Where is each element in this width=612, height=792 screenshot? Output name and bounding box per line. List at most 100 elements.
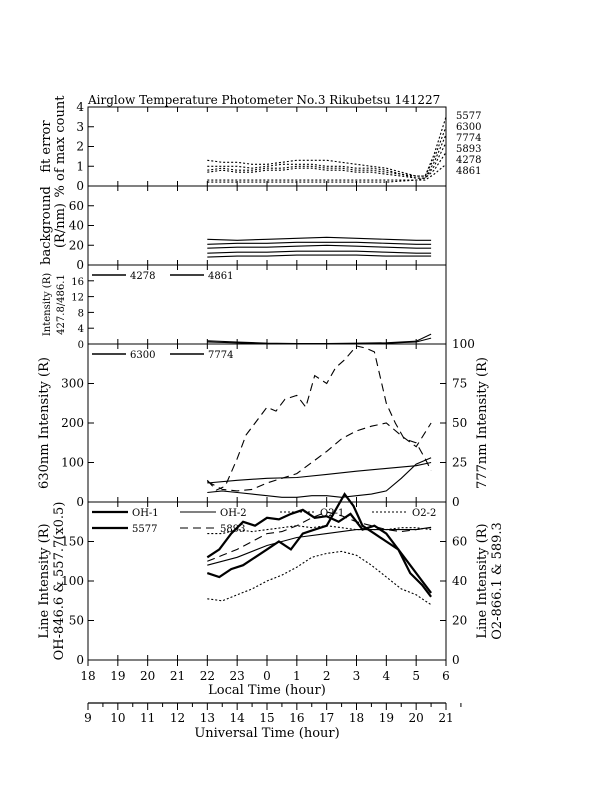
local-tick-label: 4 bbox=[383, 669, 391, 683]
line-intensity-ylabel-left: Line Intensity (R) bbox=[37, 523, 52, 638]
series-background-bg-1 bbox=[207, 236, 432, 241]
background-ytick-label: 0 bbox=[76, 258, 84, 272]
line-intensity-ytick-right-label: 0 bbox=[452, 653, 460, 667]
end-label-7774: 7774 bbox=[456, 133, 481, 144]
line-intensity-ylabel-left: OH-846.6 & 557.7(x0.5) bbox=[52, 502, 67, 661]
end-label-4278: 4278 bbox=[456, 155, 481, 166]
series-line-intensity-O2-1 bbox=[207, 525, 432, 535]
series-blue-lines-4278 bbox=[207, 333, 432, 345]
red-oxygen-ytick-label: 300 bbox=[61, 377, 84, 391]
blue-lines-legend: 4278 4861 bbox=[92, 271, 233, 282]
red-oxygen-ytick-right-label: 100 bbox=[452, 337, 475, 351]
ut-tick-label: 17 bbox=[319, 711, 334, 725]
ut-axis-label: Universal Time (hour) bbox=[194, 726, 339, 741]
ut-tick-label: 16 bbox=[289, 711, 304, 725]
fit-error-ytick-label: 1 bbox=[76, 159, 84, 173]
background-ytick-label: 20 bbox=[69, 238, 84, 252]
end-label-5577: 5577 bbox=[456, 111, 481, 122]
red-oxygen-ytick-right-label: 0 bbox=[452, 495, 460, 509]
ut-tick-label: 9 bbox=[84, 711, 92, 725]
red-oxygen-ytick-label: 200 bbox=[61, 416, 84, 430]
series-background-bg-5 bbox=[207, 254, 432, 258]
red-oxygen-ytick-right-label: 75 bbox=[452, 377, 467, 391]
background-ytick-label: 60 bbox=[69, 199, 84, 213]
line-intensity-ylabel-right: Line Intensity (R) bbox=[475, 523, 490, 638]
series-fit-error-5577 bbox=[207, 116, 447, 177]
local-tick-label: 6 bbox=[442, 669, 450, 683]
series-fit-error-5893 bbox=[207, 142, 447, 179]
series-red-oxygen-6300 bbox=[206, 345, 432, 491]
local-tick-label: 18 bbox=[80, 669, 95, 683]
line-intensity-ytick-label: 150 bbox=[61, 535, 84, 549]
local-tick-label: 1 bbox=[293, 669, 301, 683]
ut-tick-label: 18 bbox=[349, 711, 364, 725]
universal-time-axis: 9 10 11 12 13 14 15 16 17 18 19 20 21 Universal Time … bbox=[84, 702, 462, 741]
legend-label-5577: 5577 bbox=[132, 524, 157, 535]
blue-lines-ytick-label: 4 bbox=[78, 324, 84, 335]
ut-tick-label: 13 bbox=[200, 711, 215, 725]
ut-tick-label: 11 bbox=[140, 711, 155, 725]
red-oxygen-ytick-right-label: 25 bbox=[452, 456, 467, 470]
panel-fit-error: 0 1 2 3 4 fit error% of max count 557763007774… bbox=[39, 95, 481, 198]
local-tick-label: 20 bbox=[140, 669, 155, 683]
end-label-4861: 4861 bbox=[456, 166, 481, 177]
panel-red-oxygen: 0 100 200 300 0 25 50 75 100 630nm Intensity (R) 7… bbox=[37, 337, 490, 509]
local-tick-label: 3 bbox=[353, 669, 361, 683]
series-fit-error-7774 bbox=[207, 134, 447, 179]
fit-error-ytick-label: 0 bbox=[76, 179, 84, 193]
line-intensity-ytick-label: 0 bbox=[76, 653, 84, 667]
series-line-intensity-5577 bbox=[206, 492, 432, 594]
line-intensity-ylabel-right: O2-866.1 & 589.3 bbox=[490, 522, 505, 640]
legend-label-5893: 5893 bbox=[220, 524, 245, 535]
series-red-oxygen-777-smooth bbox=[207, 457, 432, 498]
local-tick-label: 21 bbox=[170, 669, 185, 683]
red-oxygen-ytick-label: 0 bbox=[76, 495, 84, 509]
line-intensity-ytick-right-label: 40 bbox=[452, 574, 467, 588]
line-intensity-ytick-label: 50 bbox=[69, 614, 84, 628]
local-tick-label: 0 bbox=[263, 669, 271, 683]
local-tick-label: 5 bbox=[412, 669, 420, 683]
blue-lines-ytick-label: 0 bbox=[78, 340, 84, 351]
series-background-bg-4 bbox=[207, 250, 432, 254]
background-ylabel: background bbox=[39, 186, 54, 265]
ut-tick-label: 21 bbox=[438, 711, 453, 725]
legend-label-O2-1: O2-1 bbox=[320, 508, 344, 519]
line-intensity-ytick-right-label: 60 bbox=[452, 535, 467, 549]
chart-title: Airglow Temperature Photometer No.3 Riku… bbox=[87, 93, 440, 107]
legend-label-4861: 4861 bbox=[208, 271, 233, 282]
fit-error-frame bbox=[87, 106, 447, 187]
legend-label-OH-2: OH-2 bbox=[220, 508, 247, 519]
line-intensity-ytick-label: 100 bbox=[61, 574, 84, 588]
fit-error-ytick-label: 3 bbox=[76, 120, 84, 134]
series-background-bg-3 bbox=[207, 244, 432, 249]
blue-lines-ytick-label: 12 bbox=[71, 293, 84, 304]
local-axis-label: Local Time (hour) bbox=[208, 683, 326, 698]
series-fit-error-4861 bbox=[207, 163, 447, 183]
line-intensity-legend: OH-1 OH-2 O2-1 O2-2 5577 5893 bbox=[92, 508, 436, 535]
series-line-intensity-O2-2 bbox=[207, 550, 432, 606]
local-tick-label: 23 bbox=[230, 669, 245, 683]
local-tick-label: 2 bbox=[323, 669, 331, 683]
ut-tick-label: 15 bbox=[259, 711, 274, 725]
red-oxygen-ytick-right-label: 50 bbox=[452, 416, 467, 430]
fit-error-ytick-label: 4 bbox=[76, 100, 84, 114]
blue-lines-ylabel: 427.8/486.1 bbox=[56, 274, 67, 335]
local-tick-label: 22 bbox=[200, 669, 215, 683]
blue-lines-ytick-label: 16 bbox=[71, 277, 84, 288]
legend-label-4278: 4278 bbox=[130, 271, 155, 282]
series-red-oxygen-630-smooth bbox=[207, 461, 432, 484]
series-line-intensity-OH-2 bbox=[207, 526, 432, 566]
legend-label-OH-1: OH-1 bbox=[132, 508, 159, 519]
fit-error-ytick-label: 2 bbox=[76, 140, 84, 154]
panel-blue-lines: 0 4 8 12 16 Intensity (R) 427.8/486.1 4278 4861 bbox=[42, 264, 447, 351]
ut-tick-label: 14 bbox=[230, 711, 246, 725]
red-oxygen-ylabel-right: 777nm Intensity (R) bbox=[475, 357, 490, 489]
series-red-oxygen-7774 bbox=[207, 422, 432, 492]
ut-tick-label: 20 bbox=[409, 711, 424, 725]
red-oxygen-legend: 6300 7774 bbox=[92, 350, 233, 361]
blue-lines-ytick-label: 8 bbox=[78, 308, 84, 319]
blue-lines-ylabel: Intensity (R) bbox=[42, 273, 53, 336]
series-background-bg-2 bbox=[207, 241, 432, 245]
ut-tick-label: 10 bbox=[110, 711, 125, 725]
